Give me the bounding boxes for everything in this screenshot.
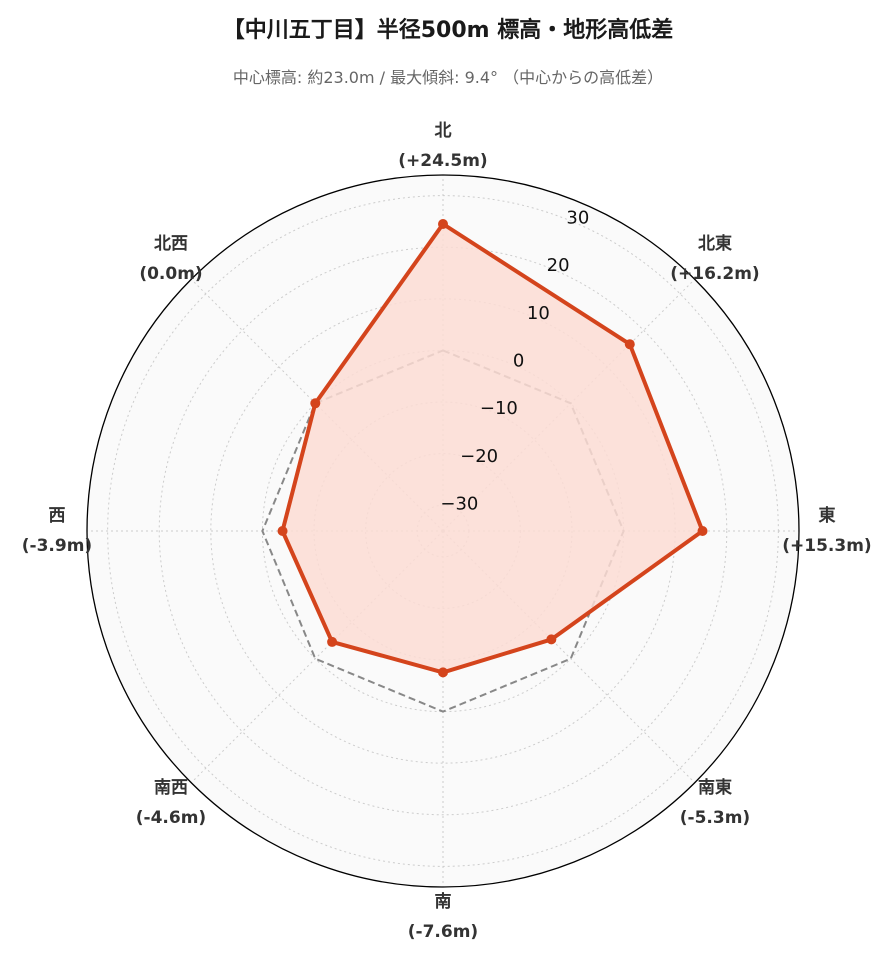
direction-label-5: 南西 bbox=[154, 777, 188, 798]
data-point-1 bbox=[624, 339, 635, 350]
data-point-5 bbox=[327, 636, 338, 647]
direction-label-2: 東 bbox=[819, 505, 836, 526]
direction-value-label-1: (+16.2m) bbox=[670, 264, 759, 284]
direction-label-6: 西 bbox=[49, 506, 66, 526]
grid-spoke-3 bbox=[442, 530, 696, 784]
data-point-3 bbox=[546, 634, 557, 645]
direction-label-3: 南東 bbox=[698, 777, 732, 798]
direction-label-4: 南 bbox=[435, 891, 452, 912]
data-point-6 bbox=[277, 526, 288, 536]
direction-value-label-3: (-5.3m) bbox=[680, 808, 750, 828]
grid-spoke-7 bbox=[190, 278, 444, 532]
r-tick-label-6: 30 bbox=[566, 207, 589, 228]
r-tick-label-1: −20 bbox=[460, 446, 498, 467]
chart-title: 【中川五丁目】半径500m 標高・地形高低差 bbox=[222, 18, 674, 43]
grid-spoke-5 bbox=[190, 530, 444, 784]
direction-value-label-0: (+24.5m) bbox=[398, 151, 487, 171]
r-tick-label-0: −30 bbox=[440, 493, 478, 514]
r-tick-label-5: 20 bbox=[547, 255, 570, 276]
chart-subtitle: 中心標高: 約23.0m / 最大傾斜: 9.4° （中心からの高低差） bbox=[232, 68, 664, 87]
direction-value-label-2: (+15.3m) bbox=[782, 536, 871, 556]
direction-label-1: 北東 bbox=[698, 233, 732, 254]
r-tick-label-4: 10 bbox=[527, 303, 550, 324]
reference-zero-line bbox=[261, 349, 625, 713]
r-tick-label-3: 0 bbox=[513, 350, 524, 371]
polar-frame bbox=[86, 174, 800, 888]
direction-value-label-4: (-7.6m) bbox=[408, 922, 478, 942]
direction-label-7: 北西 bbox=[154, 234, 188, 254]
series-area bbox=[282, 224, 703, 673]
direction-value-label-6: (-3.9m) bbox=[22, 536, 92, 556]
direction-value-label-7: (0.0m) bbox=[139, 264, 202, 284]
data-point-2 bbox=[697, 526, 708, 536]
direction-value-label-5: (-4.6m) bbox=[136, 808, 206, 828]
r-tick-label-2: −10 bbox=[480, 398, 518, 419]
data-point-7 bbox=[310, 398, 321, 409]
grid-spoke-1 bbox=[442, 278, 696, 532]
data-point-0 bbox=[438, 219, 448, 230]
direction-label-0: 北 bbox=[435, 121, 452, 141]
data-point-4 bbox=[438, 667, 448, 678]
